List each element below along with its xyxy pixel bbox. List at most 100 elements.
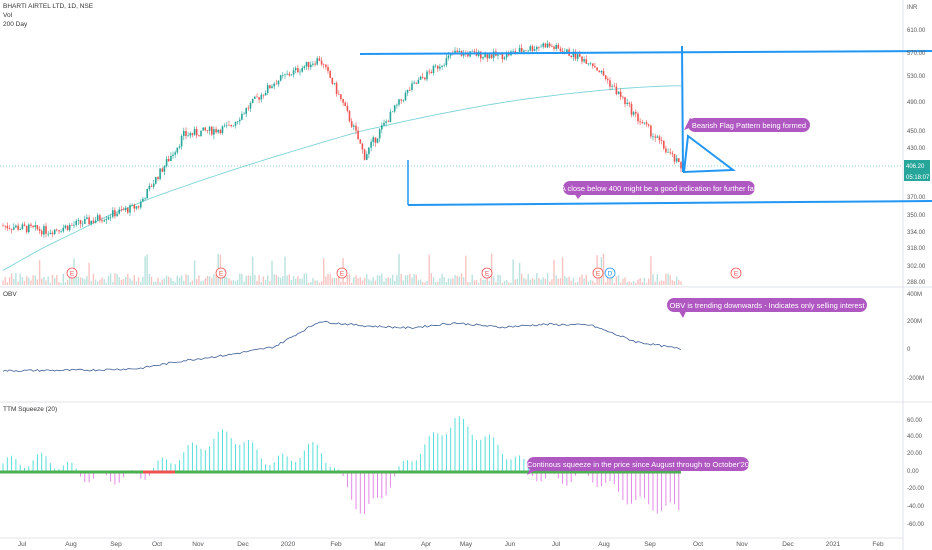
candle-body [680,162,682,169]
volume-bar [609,274,611,285]
volume-bar [170,278,172,285]
ttm-axis[interactable]: 60.00 40.00 20.00 0.00 -20.00 -40.00 -60… [907,418,925,528]
candle-body [669,152,671,153]
earnings-marker[interactable]: E [730,267,742,279]
earnings-marker[interactable]: E [215,267,227,279]
volume-bar [678,279,680,285]
resistance-line[interactable] [359,50,932,55]
flag-pole-line[interactable] [681,45,684,173]
volume-bar [329,274,331,285]
volume-bar [680,281,682,285]
time-tick: Sep [110,541,122,548]
candle-body [215,129,217,133]
candle-body [609,80,611,87]
candle-body [180,136,183,147]
volume-bar [239,273,241,285]
candle-body [92,220,95,223]
candle-body [30,224,32,226]
last-price-tag [904,160,930,171]
obv-line[interactable] [2,320,682,372]
volume-bar [221,276,224,285]
bearish-flag-callout[interactable]: Bearish Flag Pattern being formed [684,118,810,132]
candle-body [264,93,267,96]
dividend-marker[interactable]: D [604,267,616,279]
volume-bar [299,279,301,285]
earnings-marker[interactable]: E [481,267,493,279]
support-line[interactable] [407,200,932,206]
volume-bar [419,279,422,285]
earnings-marker[interactable]: E [66,267,78,279]
ma-200-line[interactable] [2,85,681,271]
obv-axis[interactable]: 400M 200M 0 -200M [907,292,924,382]
symbol-title[interactable]: BHARTI AIRTEL LTD, 1D, NSE [3,3,94,10]
ma-legend[interactable]: 200 Day [3,21,28,28]
volume-bar [153,281,155,285]
price-axis[interactable]: INR 610.00 570.00 530.00 490.00 450.00 4… [904,5,930,286]
volume-bar [602,253,605,285]
event-markers: E E E E E D E [66,267,742,279]
volume-bar [643,277,646,285]
obv-legend[interactable]: OBV [3,291,17,298]
candle-body [383,122,385,126]
candle-body [434,65,437,67]
time-axis[interactable]: Jul Aug Sep Oct Nov Dec 2020 Feb Mar Apr… [18,541,884,548]
candle-body [389,112,392,123]
volume-bar [180,275,183,285]
candle-body [417,79,420,84]
volume-bar [234,281,237,285]
candle-body [294,68,297,71]
candle-body [256,96,258,98]
volume-bar [327,273,329,285]
volume-bar [45,280,47,285]
candle-body [228,125,230,126]
volume-bar [51,274,54,285]
ttm-legend[interactable]: TTM Squeeze (20) [3,406,58,413]
time-tick: 2021 [826,541,841,548]
candle-body [566,49,568,53]
volume-bar [168,276,170,285]
squeeze-callout[interactable]: Continous squeeze in the price since Aug… [527,457,749,475]
candle-body [290,74,293,76]
volume-bar [275,274,278,285]
volume-bar [316,280,318,285]
obv-callout[interactable]: OBV is trending downwards - Indicates on… [667,298,867,318]
close-below-callout[interactable]: A close below 400 might be a good indica… [561,181,758,199]
time-tick: Jul [18,541,27,548]
volume-bar [402,280,404,285]
volume-bar [176,275,178,285]
volume-bar [54,278,56,285]
volume-bar [561,257,564,285]
volume-bar [105,282,107,285]
ttm-tick: 20.00 [907,451,923,457]
bearish-flag-triangle[interactable] [682,134,736,174]
earnings-marker[interactable]: E [336,267,348,279]
time-tick: Sep [644,541,656,548]
candle-body [94,220,97,223]
volume-legend[interactable]: Vol [3,12,13,19]
earnings-marker[interactable]: E [592,267,604,279]
candle-body [585,59,588,64]
volume-bar [254,275,256,285]
candle-body [174,152,176,155]
candle-body [301,68,303,72]
volume-bar [426,281,428,285]
volume-bar [127,273,129,285]
candle-body [4,225,6,227]
price-tick: 288.00 [907,280,926,286]
volume-bar [307,282,310,285]
candle-body [226,125,228,126]
candle-body [307,61,310,68]
candle-body [189,133,192,136]
candle-body [355,125,357,131]
volume-bar [538,278,540,285]
candle-body [239,119,241,122]
volume-bar [312,278,314,285]
candle-body [432,65,435,73]
candle-body [172,154,174,156]
volume-bar [676,276,678,285]
candle-body [639,121,641,123]
candle-body [327,67,329,72]
candle-body [598,70,600,73]
volume-bar [469,282,471,285]
